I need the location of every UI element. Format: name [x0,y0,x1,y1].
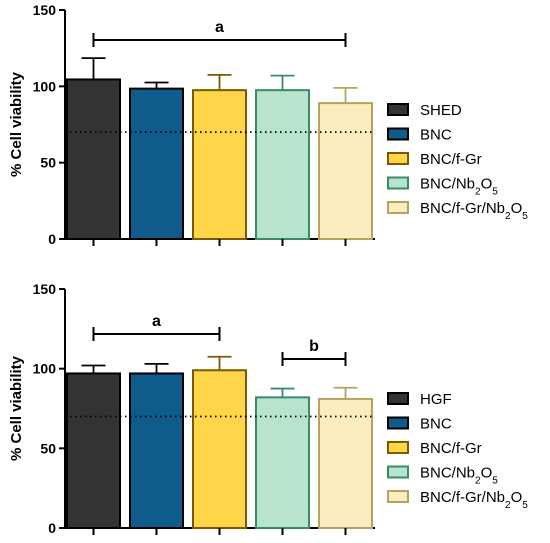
y-tick-label: 150 [33,2,57,18]
legend-label-3: BNC/f-Gr [420,151,482,168]
chart-panel-1: 0 50 100 150 % Cell viability a SHED BNC BNC/f-G… [8,2,528,247]
y-axis-label: % Cell viability [8,355,25,461]
legend-swatch-5 [387,490,409,503]
legend-swatch-4 [387,176,409,190]
legend-swatch-3 [387,152,409,165]
legend-label-4: BNC/Nb2O5 [420,465,498,487]
significance-label: a [152,313,161,330]
legend-label-4: BNC/Nb2O5 [420,176,498,198]
y-tick-label: 100 [33,361,57,377]
bar-4 [255,89,310,241]
legend-label-1: SHED [420,102,462,119]
y-axis-label: % Cell viability [8,71,25,177]
legend-swatch-3 [387,441,409,454]
legend-label-2: BNC [420,127,452,144]
bar-3 [192,89,247,241]
bar-5 [318,397,373,529]
legend-label-2: BNC [420,416,452,433]
bar-4 [255,396,310,530]
legend-swatch-5 [387,201,409,214]
bar-3 [192,369,247,530]
bar-2 [129,372,184,529]
legend-label-1: HGF [420,391,452,408]
y-tick-label: 50 [40,155,56,171]
chart-panel-2: 0 50 100 150 % Cell viability a b HGF BNC BNC/f-G… [8,281,528,536]
y-tick-label: 100 [33,78,57,94]
legend-swatch-1 [387,392,409,405]
legend-swatch-2 [387,127,409,141]
legend-swatch-2 [387,416,409,430]
legend-swatch-4 [387,465,409,479]
bar-2 [129,87,184,240]
bar-1 [66,78,121,240]
legend-label-5: BNC/f-Gr/Nb2O5 [420,200,528,222]
significance-label: b [309,338,319,355]
y-tick-label: 150 [33,281,57,297]
bar-1 [66,372,121,529]
legend-label-3: BNC/f-Gr [420,440,482,457]
significance-label: a [215,19,224,36]
y-tick-label: 50 [40,440,56,456]
bar-5 [318,102,373,240]
y-tick-label: 0 [48,520,56,536]
legend-swatch-1 [387,103,409,116]
y-tick-label: 0 [48,231,56,247]
legend-label-5: BNC/f-Gr/Nb2O5 [420,489,528,511]
